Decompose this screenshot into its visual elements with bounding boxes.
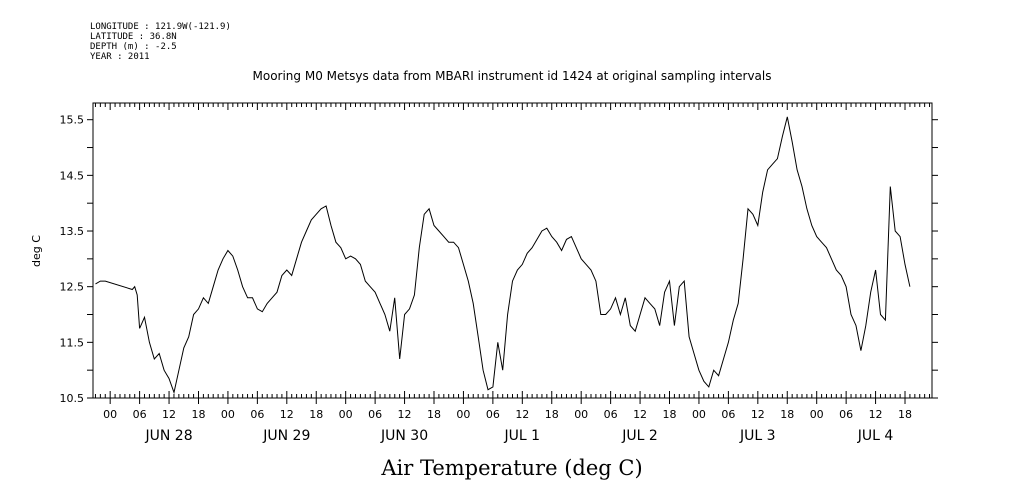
x-hour-label: 00	[692, 408, 706, 421]
x-hour-label: 12	[515, 408, 529, 421]
x-hour-label: 06	[486, 408, 500, 421]
series-line	[95, 116, 911, 395]
x-day-label: JUN 28	[144, 428, 192, 444]
x-hour-label: 18	[898, 408, 912, 421]
x-hour-label: 06	[133, 408, 147, 421]
x-hour-label: 12	[398, 408, 412, 421]
y-tick-label: 15.5	[60, 114, 85, 127]
x-hour-label: 12	[751, 408, 765, 421]
x-axis-title: Air Temperature (deg C)	[380, 456, 642, 480]
x-hour-label: 12	[633, 408, 647, 421]
x-hour-label: 12	[162, 408, 176, 421]
x-hour-label: 18	[427, 408, 441, 421]
latitude-label: LATITUDE : 36.8N	[90, 32, 177, 42]
x-hour-label: 00	[810, 408, 824, 421]
y-tick-labels: 10.5 11.5 12.5 13.5 14.5 15.5	[60, 114, 85, 405]
y-axis-label: deg C	[30, 235, 43, 267]
x-day-label: JUN 29	[262, 428, 310, 444]
x-hour-label: 00	[456, 408, 470, 421]
x-day-label: JUL 2	[621, 428, 658, 444]
x-hour-label: 06	[604, 408, 618, 421]
tick-marks	[87, 103, 938, 404]
x-hour-label: 00	[103, 408, 117, 421]
x-hour-label: 18	[545, 408, 559, 421]
x-day-label: JUL 1	[504, 428, 541, 444]
x-day-label: JUN 30	[380, 428, 428, 444]
y-tick-label: 11.5	[60, 336, 85, 349]
x-hour-label: 06	[721, 408, 735, 421]
x-day-label: JUL 3	[739, 428, 776, 444]
x-hour-labels: 00 06 12 18 00 06 12 18 00 06 12 18 00 06 12 18 00 06 12 18…	[103, 408, 912, 421]
y-tick-label: 10.5	[60, 392, 85, 405]
x-hour-label: 06	[839, 408, 853, 421]
x-hour-label: 00	[574, 408, 588, 421]
x-hour-label: 12	[869, 408, 883, 421]
depth-label: DEPTH (m) : -2.5	[90, 42, 177, 52]
x-day-label: JUL 4	[857, 428, 894, 444]
x-hour-label: 18	[191, 408, 205, 421]
x-hour-label: 18	[663, 408, 677, 421]
x-day-labels: JUN 28 JUN 29 JUN 30 JUL 1 JUL 2 JUL 3 JUL 4	[144, 428, 893, 444]
x-hour-label: 18	[309, 408, 323, 421]
x-hour-label: 12	[280, 408, 294, 421]
year-label: YEAR : 2011	[90, 52, 150, 62]
y-tick-label: 14.5	[60, 169, 85, 182]
chart-title: Mooring M0 Metsys data from MBARI instru…	[253, 69, 772, 83]
x-hour-label: 00	[339, 408, 353, 421]
metadata-block: LONGITUDE : 121.9W(-121.9) LATITUDE : 36…	[90, 22, 231, 62]
plot-frame	[92, 102, 933, 399]
longitude-label: LONGITUDE : 121.9W(-121.9)	[90, 22, 231, 32]
x-hour-label: 18	[780, 408, 794, 421]
y-tick-label: 13.5	[60, 225, 85, 238]
x-hour-label: 00	[221, 408, 235, 421]
x-hour-label: 06	[250, 408, 264, 421]
x-hour-label: 06	[368, 408, 382, 421]
y-tick-label: 12.5	[60, 281, 85, 294]
